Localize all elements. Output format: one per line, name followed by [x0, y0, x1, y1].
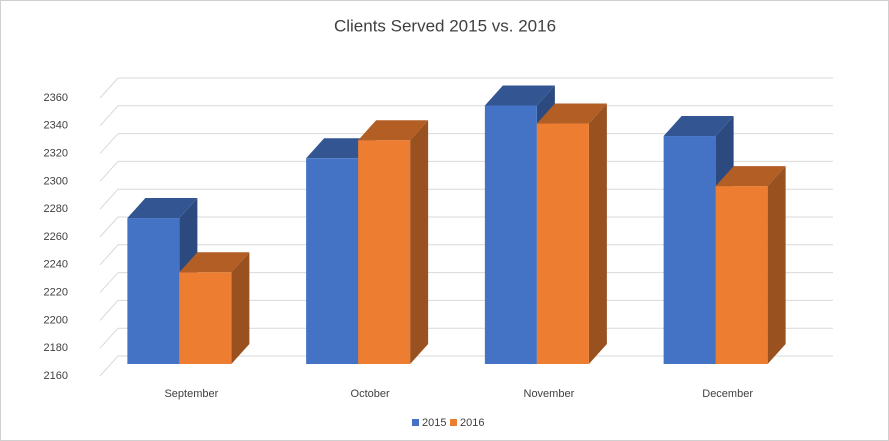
bar	[536, 123, 589, 364]
y-tick-label: 2320	[44, 148, 68, 160]
grid-line	[99, 77, 833, 99]
bar	[715, 186, 768, 364]
bar-side	[588, 103, 607, 364]
x-tick-label: December	[702, 388, 753, 400]
y-tick-label: 2260	[44, 231, 68, 243]
bar	[306, 158, 359, 364]
bar-top	[536, 103, 607, 124]
x-tick-label: October	[351, 388, 390, 400]
bar-top	[179, 252, 250, 273]
bar	[179, 272, 232, 364]
bar	[663, 136, 716, 364]
chart-title: Clients Served 2015 vs. 2016	[334, 16, 556, 35]
legend-swatch	[412, 419, 419, 426]
legend-label: 2016	[460, 417, 484, 429]
bar-top	[663, 116, 734, 137]
y-tick-label: 2220	[44, 287, 68, 299]
bar	[127, 218, 180, 364]
legend-swatch	[450, 419, 457, 426]
bar-top	[358, 120, 429, 141]
bar-top	[127, 198, 198, 219]
bar-side	[231, 252, 250, 364]
y-tick-label: 2280	[44, 203, 68, 215]
y-tick-label: 2180	[44, 342, 68, 354]
bar-side	[410, 120, 429, 365]
y-tick-label: 2200	[44, 314, 68, 326]
y-tick-label: 2160	[44, 370, 68, 382]
y-tick-label: 2340	[44, 120, 68, 132]
bar-side	[767, 166, 786, 364]
legend-label: 2015	[422, 417, 446, 429]
y-tick-label: 2360	[44, 92, 68, 104]
x-tick-label: September	[164, 388, 218, 400]
bar-top	[484, 85, 555, 106]
bar-top	[715, 166, 786, 187]
bar	[358, 140, 411, 364]
y-tick-label: 2240	[44, 259, 68, 271]
x-tick-label: November	[524, 388, 575, 400]
y-tick-label: 2300	[44, 175, 68, 187]
bar	[484, 105, 537, 365]
